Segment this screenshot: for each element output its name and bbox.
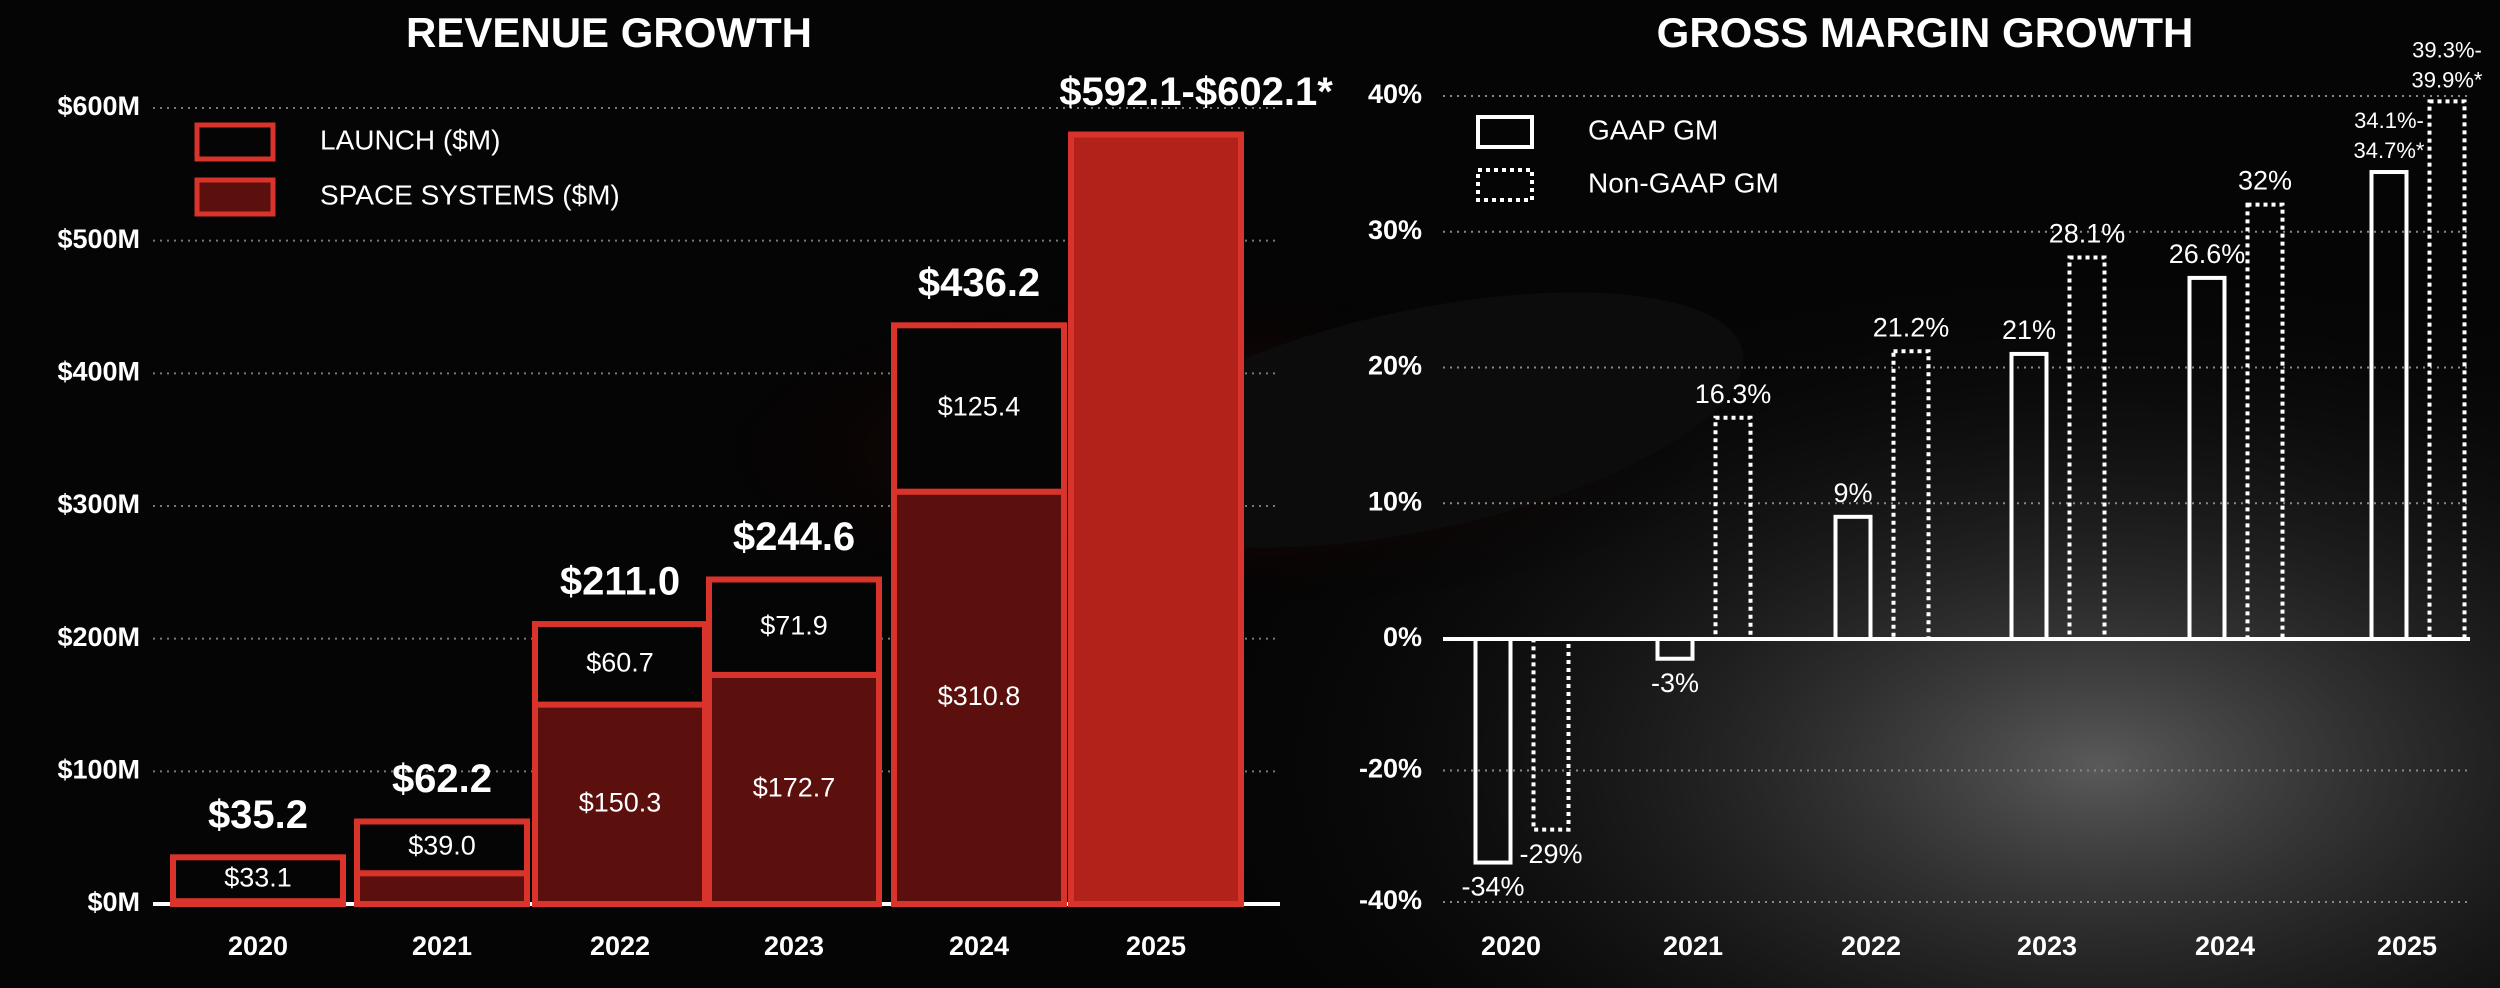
y-tick-label: $500M (57, 224, 140, 254)
bar-segment (532, 701, 708, 907)
chart-title: REVENUE GROWTH (406, 9, 812, 56)
bar-segment (354, 870, 530, 907)
legend-label: GAAP GM (1588, 114, 1718, 145)
y-tick-label: 20% (1368, 351, 1422, 381)
y-tick-label: 40% (1368, 79, 1422, 109)
x-tick-label: 2024 (949, 931, 1009, 961)
data-label: 16.3% (1695, 379, 1772, 409)
data-label: $150.3 (579, 787, 662, 817)
total-label: $244.6 (733, 515, 855, 559)
y-tick-label: 0% (1383, 622, 1422, 652)
total-label: $35.2 (208, 793, 308, 837)
bar-segment (706, 671, 882, 907)
bar-segment (891, 322, 1067, 495)
bar (1531, 637, 1571, 832)
x-tick-label: 2025 (2377, 931, 2437, 961)
bar-segment (706, 576, 882, 678)
legend-label: LAUNCH ($M) (320, 124, 500, 155)
y-tick-label: $400M (57, 356, 140, 386)
legend-label: Non-GAAP GM (1588, 167, 1779, 198)
background-shape (1096, 292, 1744, 548)
legend-swatch (1476, 115, 1534, 149)
x-tick-label: 2020 (228, 931, 288, 961)
x-tick-label: 2022 (590, 931, 650, 961)
data-label: 26.6% (2169, 239, 2246, 269)
data-label: 28.1% (2049, 219, 2126, 249)
x-tick-label: 2021 (1663, 931, 1723, 961)
bar-segment (170, 854, 346, 905)
total-label: $211.0 (560, 560, 680, 604)
y-tick-label: 30% (1368, 215, 1422, 245)
bar (2427, 99, 2467, 642)
data-label: 34.1%-34.7%* (2354, 108, 2425, 163)
bar (1713, 415, 1753, 642)
bar-segment (532, 621, 708, 708)
bar (1473, 637, 1513, 865)
data-label: $60.7 (586, 647, 654, 677)
x-tick-label: 2024 (2195, 931, 2255, 961)
bar (1833, 514, 1873, 642)
legend-label: SPACE SYSTEMS ($M) (320, 179, 620, 210)
y-tick-label: -20% (1359, 754, 1422, 784)
data-label: $310.8 (938, 681, 1021, 711)
data-label: 39.3%-39.9%* (2412, 37, 2483, 92)
revenue-chart: $0M $100M $200M $300M $400M $500M $600M 2020 $33… (57, 70, 1333, 961)
bar-segment (1068, 131, 1244, 908)
chart-title: GROSS MARGIN GROWTH (1657, 9, 2194, 56)
x-tick-label: 2023 (2017, 931, 2077, 961)
data-label: 21.2% (1873, 312, 1950, 342)
data-label: $125.4 (938, 392, 1021, 422)
bar-segment (354, 818, 530, 877)
bar (1891, 349, 1931, 641)
data-label: $33.1 (224, 862, 292, 892)
bar (2245, 202, 2285, 641)
bar (1655, 637, 1695, 661)
data-label: 21% (2002, 315, 2056, 345)
y-tick-label: -40% (1359, 885, 1422, 915)
margin-chart: -40% -20% 0% 10% 20% 30% 40% 2020 -34%-29% 2021 -3… (1359, 37, 2483, 961)
x-tick-label: 2022 (1841, 931, 1901, 961)
data-label: -3% (1651, 668, 1699, 698)
data-label: $39.0 (408, 830, 476, 860)
data-label: $172.7 (753, 773, 836, 803)
data-label: -34% (1461, 872, 1524, 902)
bar (2009, 351, 2049, 641)
y-tick-label: $0M (87, 887, 140, 917)
x-tick-label: 2021 (412, 931, 472, 961)
y-tick-label: $200M (57, 622, 140, 652)
total-label: $62.2 (392, 757, 492, 801)
data-label: -29% (1519, 839, 1582, 869)
y-tick-label: $600M (57, 91, 140, 121)
legend-swatch (194, 177, 276, 217)
bar (2369, 170, 2409, 642)
legend-swatch (1476, 168, 1534, 202)
y-tick-label: $300M (57, 489, 140, 519)
bar (2187, 275, 2227, 641)
total-label: $592.1-$602.1* (1059, 70, 1333, 114)
total-label: $436.2 (918, 261, 1040, 305)
x-tick-label: 2023 (764, 931, 824, 961)
data-label: 32% (2238, 166, 2292, 196)
x-tick-label: 2020 (1481, 931, 1541, 961)
data-label: $71.9 (760, 610, 828, 640)
bar (2067, 255, 2107, 641)
x-tick-label: 2025 (1126, 931, 1186, 961)
y-tick-label: 10% (1368, 486, 1422, 516)
y-tick-label: $100M (57, 754, 140, 784)
data-label: 9% (1833, 478, 1872, 508)
legend-swatch (194, 122, 276, 162)
